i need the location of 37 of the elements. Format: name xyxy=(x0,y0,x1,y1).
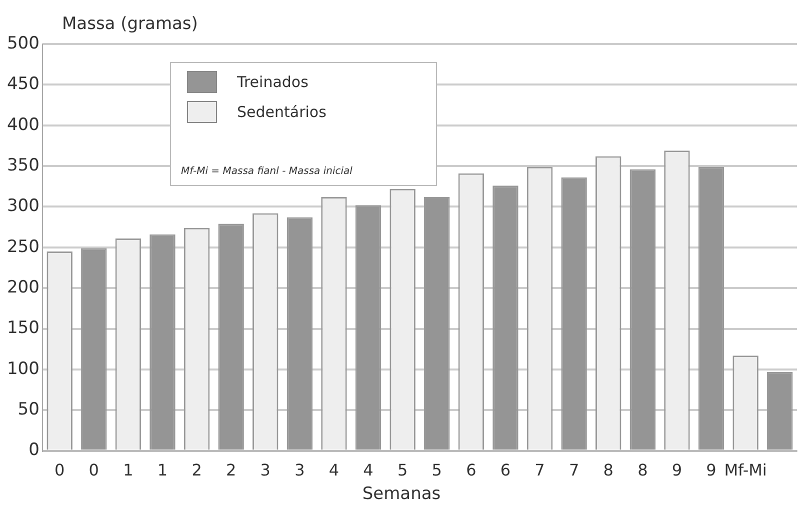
y-tick-label: 100 xyxy=(6,358,40,379)
x-tick-label: 7 xyxy=(534,460,545,480)
x-tick-label: 0 xyxy=(88,460,99,480)
x-tick-label: 9 xyxy=(672,460,682,480)
x-tick-label: 4 xyxy=(363,460,374,480)
x-tick-label: 3 xyxy=(294,460,305,480)
y-tick-label: 200 xyxy=(6,278,40,298)
y-tick-label: 450 xyxy=(6,74,40,94)
y-axis-title: Massa (gramas) xyxy=(62,14,198,34)
y-tick-label: 300 xyxy=(6,196,40,216)
x-tick-label: 2 xyxy=(192,460,202,480)
y-tick-label: 0 xyxy=(28,440,40,460)
x-tick-label: 0 xyxy=(54,460,65,480)
legend-label: Treinados xyxy=(237,73,308,91)
y-tick-label: 500 xyxy=(6,33,40,54)
x-tick-label: 5 xyxy=(432,460,442,480)
y-tick-label: 350 xyxy=(6,155,40,176)
x-axis-title: Semanas xyxy=(361,484,442,504)
x-tick-label: 6 xyxy=(500,460,511,480)
x-tick-label: 5 xyxy=(397,460,408,480)
x-tick-label: 3 xyxy=(260,460,270,480)
legend-label: Sedentários xyxy=(237,103,326,121)
x-tick-label: 2 xyxy=(226,460,236,480)
x-tick-label: Mf-Mi xyxy=(724,460,767,480)
y-tick-label: 250 xyxy=(6,236,40,257)
annotation: Mf-Mi = Massa fianl - Massa inicial xyxy=(181,166,352,177)
x-tick-label: 6 xyxy=(466,460,476,480)
x-tick-label: 4 xyxy=(328,460,340,480)
x-tick-label: 7 xyxy=(568,460,580,480)
y-tick-label: 400 xyxy=(6,114,40,135)
x-tick-label: 9 xyxy=(706,460,716,480)
y-tick-label: 50 xyxy=(18,400,40,420)
y-tick-label: 150 xyxy=(6,318,40,338)
x-tick-label: 8 xyxy=(603,460,614,480)
x-tick-label: 1 xyxy=(123,460,134,480)
x-tick-label: 8 xyxy=(638,460,648,480)
x-tick-label: 1 xyxy=(157,460,168,480)
